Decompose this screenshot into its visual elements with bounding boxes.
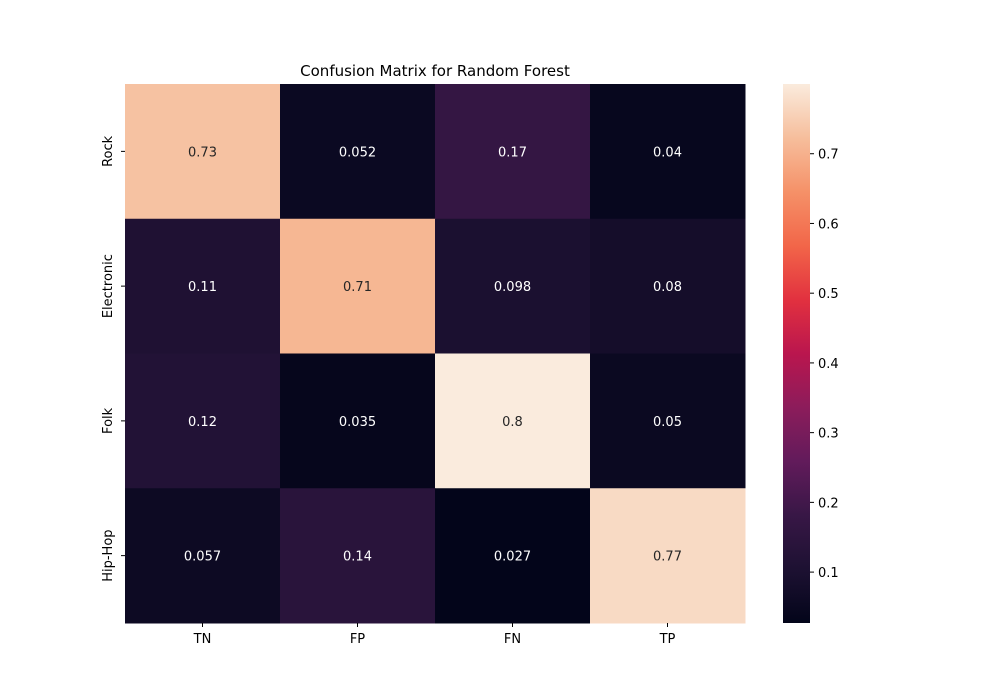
y-tick-label: Hip-Hop (101, 529, 116, 581)
heatmap-cell-label: 0.052 (339, 145, 376, 160)
colorbar-tick-label: 0.6 (818, 217, 839, 232)
heatmap-cell (280, 218, 436, 354)
heatmap-cell (125, 84, 281, 220)
heatmap-cell-labels: 0.73 0.052 0.17 0.04 0.11 0.71 0.098 0.08 0.12 0.… (184, 145, 682, 564)
heatmap-cell-label: 0.057 (184, 550, 221, 565)
colorbar-tick-label: 0.2 (818, 496, 839, 511)
x-tick-label: TP (659, 632, 676, 647)
heatmap-cell (125, 218, 281, 354)
heatmap-cell (590, 218, 746, 354)
colorbar-gradient (783, 84, 810, 623)
heatmap-cell-label: 0.04 (653, 145, 682, 160)
chart-title: Confusion Matrix for Random Forest (300, 62, 570, 80)
heatmap-cells (125, 84, 746, 624)
heatmap-cell-label: 0.08 (653, 280, 682, 295)
x-axis-ticks: TN FP FN TP (193, 623, 676, 647)
colorbar-tick-label: 0.5 (818, 287, 839, 302)
heatmap-cell-label: 0.035 (339, 415, 376, 430)
heatmap-cell-label: 0.71 (343, 280, 372, 295)
heatmap-cell (435, 218, 591, 354)
x-tick-label: FP (350, 632, 365, 647)
heatmap-cell (590, 488, 746, 624)
heatmap-cell-label: 0.73 (188, 145, 217, 160)
heatmap-cell-label: 0.17 (498, 145, 527, 160)
heatmap-cell-label: 0.098 (494, 280, 531, 295)
x-tick-label: FN (504, 632, 521, 647)
heatmap-cell (590, 84, 746, 220)
colorbar-tick-label: 0.7 (818, 148, 839, 163)
x-tick-label: TN (193, 632, 212, 647)
heatmap-cell (280, 84, 436, 220)
y-tick-label: Folk (101, 407, 116, 434)
colorbar-tick-label: 0.1 (818, 566, 839, 581)
colorbar-tick-label: 0.4 (818, 357, 839, 372)
colorbar-ticks: 0.1 0.2 0.3 0.4 0.5 0.6 0.7 (810, 148, 839, 581)
heatmap-cell (280, 353, 436, 489)
heatmap-cell (125, 488, 281, 624)
heatmap-cell-label: 0.027 (494, 550, 531, 565)
heatmap-cell-label: 0.05 (653, 415, 682, 430)
heatmap-cell (280, 488, 436, 624)
heatmap-cell-label: 0.14 (343, 550, 372, 565)
heatmap-cell (125, 353, 281, 489)
heatmap-cell-label: 0.77 (653, 550, 682, 565)
y-tick-label: Rock (101, 135, 116, 167)
y-tick-label: Electronic (101, 254, 116, 318)
colorbar-tick-label: 0.3 (818, 427, 839, 442)
heatmap-cell-label: 0.12 (188, 415, 217, 430)
colorbar: 0.1 0.2 0.3 0.4 0.5 0.6 0.7 (783, 84, 839, 623)
heatmap-cell (435, 84, 591, 220)
heatmap-cell (590, 353, 746, 489)
y-axis-ticks: Rock Electronic Folk Hip-Hop (101, 135, 125, 582)
heatmap-cell-label: 0.8 (502, 415, 523, 430)
heatmap-cell (435, 353, 591, 489)
heatmap-cell (435, 488, 591, 624)
heatmap-cell-label: 0.11 (188, 280, 217, 295)
